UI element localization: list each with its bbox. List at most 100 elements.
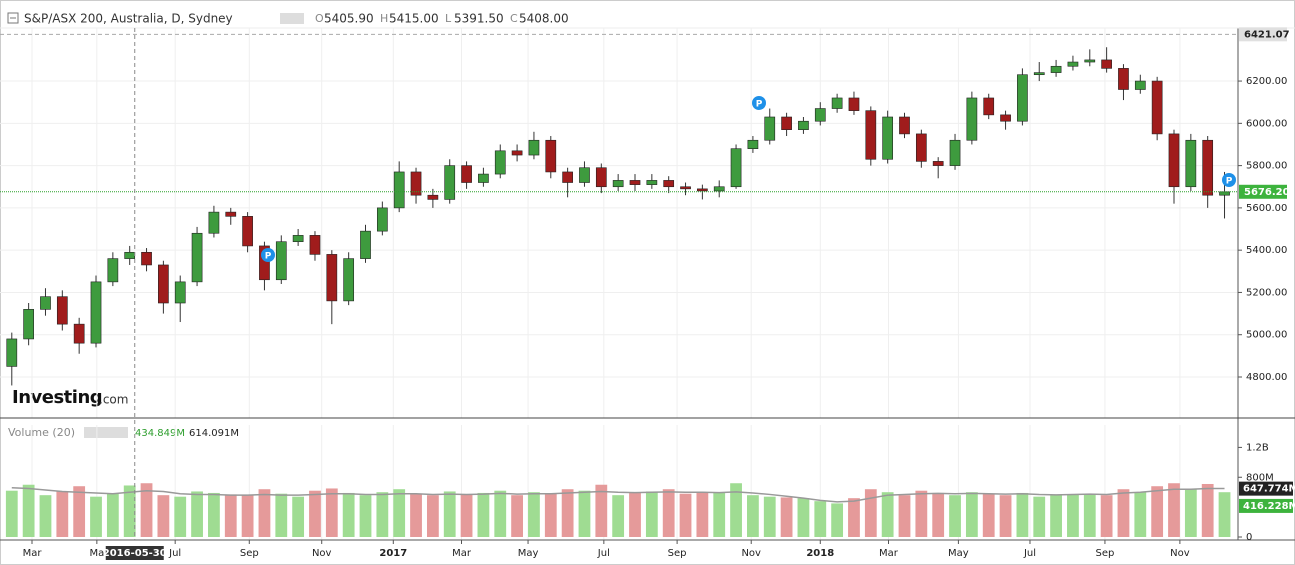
candle-body	[326, 254, 338, 302]
volume-legend-ma: 614.091M	[189, 428, 239, 439]
x-tick-label: Nov	[741, 548, 761, 559]
volume-bar	[1117, 489, 1130, 537]
volume-legend-value: 434.849M	[135, 428, 185, 439]
candle-body	[983, 97, 995, 116]
volume-bar	[1184, 489, 1197, 537]
candle-body	[562, 171, 573, 183]
crosshair-box	[105, 546, 164, 560]
candle-body	[23, 309, 34, 340]
volume-bar	[898, 495, 911, 537]
candle-body	[680, 186, 691, 190]
candle-body	[915, 133, 927, 162]
candle-body	[427, 194, 439, 200]
chart-title: S&P/ASX 200, Australia, D, Sydney	[24, 12, 233, 26]
collapse-icon[interactable]	[7, 12, 19, 24]
crosshair-label: 2016-05-30	[103, 548, 167, 559]
candle-body	[747, 139, 759, 149]
ohlc-key: C	[510, 12, 518, 25]
volume-bar	[494, 490, 507, 537]
pivot-marker[interactable]	[752, 96, 766, 110]
volume-bar	[679, 493, 692, 537]
candle-body	[1134, 80, 1146, 90]
volume-bar	[1168, 483, 1180, 537]
candle-body	[697, 188, 708, 192]
candle-body	[275, 241, 287, 281]
candle-body	[1202, 139, 1214, 196]
candle-body	[292, 235, 304, 243]
logo-main: Investing	[12, 387, 102, 408]
settings-icons[interactable]	[280, 13, 304, 24]
candle-body	[865, 110, 877, 160]
candle-body	[225, 211, 237, 217]
candle-body	[191, 232, 203, 283]
candle-body	[343, 258, 355, 302]
volume-value-label: 647.774M	[1243, 484, 1295, 495]
volume-bar	[191, 491, 203, 537]
volume-bar	[1151, 486, 1164, 537]
y-tick-label: 5600.00	[1246, 203, 1287, 214]
candle-body	[629, 180, 641, 185]
candle-body	[360, 230, 371, 259]
volume-bar	[1016, 492, 1029, 537]
volume-bar	[106, 493, 119, 537]
volume-bar	[258, 489, 271, 537]
x-tick-label: Jul	[597, 548, 610, 559]
candle-body	[545, 139, 557, 173]
volume-bar	[443, 491, 456, 537]
candle-body	[1000, 114, 1011, 122]
x-tick-label: May	[518, 548, 539, 559]
volume-bar	[426, 495, 439, 537]
y-tick-label: 0	[1246, 532, 1252, 543]
volume-ma	[11, 486, 1225, 503]
candle-body	[848, 97, 860, 111]
volume-bar	[22, 484, 35, 537]
candle-body	[208, 211, 220, 234]
candle-body	[461, 165, 472, 183]
volume-bar	[949, 495, 961, 537]
x-tick-label: Jul	[168, 548, 181, 559]
candle-body	[6, 338, 18, 367]
x-tick-label: Mar	[879, 548, 899, 559]
volume-bar	[999, 495, 1012, 537]
volume-bar	[73, 486, 86, 537]
y-tick-label: 800M	[1246, 472, 1274, 483]
volume-bar	[696, 492, 709, 537]
volume-bar	[56, 491, 69, 537]
volume-bar	[477, 492, 490, 537]
candle-body	[494, 150, 506, 175]
pivot-label: P	[756, 100, 763, 110]
pivot-marker[interactable]	[261, 248, 275, 262]
candle-body	[410, 171, 422, 196]
candle-body	[1033, 72, 1045, 76]
candle-body	[764, 116, 776, 141]
volume-bar	[932, 492, 945, 537]
candle-body	[174, 281, 186, 304]
volume-icons[interactable]	[84, 427, 128, 438]
y-tick-label: 6000.00	[1246, 118, 1287, 129]
volume-bar	[814, 501, 827, 537]
volume-bar	[90, 496, 102, 537]
x-tick-label: 2017	[379, 548, 407, 559]
volume-bar	[1100, 495, 1113, 537]
volume-bar	[511, 495, 523, 537]
candle-body	[1017, 74, 1028, 122]
candle-body	[1151, 80, 1163, 135]
volume-bar	[275, 493, 288, 537]
y-tick-label: 5200.00	[1246, 287, 1287, 298]
candle-body	[966, 97, 978, 141]
x-tick-label: Sep	[240, 548, 259, 559]
candle-body	[831, 97, 843, 109]
volume-bar	[376, 492, 389, 537]
y-tick-label: 6200.00	[1246, 76, 1287, 87]
volume-bar	[915, 490, 928, 537]
candle-body	[612, 180, 624, 188]
pivot-marker[interactable]	[1222, 173, 1236, 187]
volume-bar	[881, 492, 894, 537]
volume-bar	[157, 495, 170, 537]
y-tick-label: 4800.00	[1246, 372, 1287, 383]
y-tick-label: 1.2B	[1246, 442, 1269, 453]
volume-bar	[848, 498, 860, 537]
volume-bar	[1201, 483, 1214, 537]
x-tick-label: May	[948, 548, 969, 559]
